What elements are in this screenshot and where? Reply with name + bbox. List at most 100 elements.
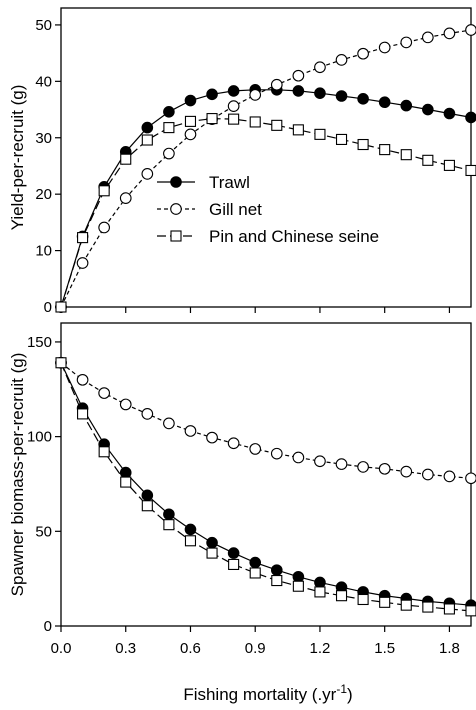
data-point [120,153,132,165]
data-point [184,535,197,547]
y-tick-label: 10 [35,243,52,260]
spawner-biomass-panel: 0 50 100 150 0.0 0.3 0.6 0.9 1.2 1.5 1.8 Spawner bi… [8,322,476,657]
data-point [443,470,456,483]
data-point [206,547,218,559]
data-point [77,408,89,420]
data-point [335,590,348,602]
legend-label: Gill net [209,200,262,219]
x-tick-label: 0.0 [51,640,72,657]
data-point [206,113,218,125]
data-point [314,455,326,468]
data-point [120,476,132,488]
data-point [119,398,132,411]
y-tick-label: 50 [35,17,52,34]
data-point [378,96,391,109]
data-point [227,100,240,113]
data-point [270,78,283,91]
x-axis-label: Fishing mortality (.yr-1) [183,682,352,704]
data-point [206,88,218,101]
data-point [443,107,456,120]
data-point [292,451,305,464]
data-point [249,556,262,569]
data-point [465,111,476,124]
y-tick-label: 0 [44,299,52,316]
data-point [292,124,304,136]
data-point [184,523,197,536]
data-point [400,99,413,112]
data-point [314,61,326,74]
series-line [60,362,472,479]
data-point [465,472,476,485]
data-point [184,128,197,141]
data-point [163,122,175,134]
data-point [249,443,262,455]
data-point [379,144,391,156]
data-point [77,232,89,244]
data-point [141,121,154,134]
data-point [357,138,369,151]
legend-marker [170,176,182,188]
data-point [98,221,111,234]
data-point [378,41,391,54]
yield-per-recruit-panel: 0 10 20 30 40 50 Yield-per-recruit (g) Trawl Gil… [8,7,476,316]
data-point [271,574,283,587]
data-point [400,36,413,49]
data-point [357,93,369,105]
y-tick-label: 100 [27,429,52,446]
plot-frame [60,7,472,308]
legend-marker [170,203,182,215]
data-point [443,603,455,615]
data-point [206,536,218,549]
data-point [163,508,175,521]
legend-marker [170,230,182,242]
data-point [465,164,476,177]
data-point [141,168,154,180]
data-point [271,119,283,131]
data-point [357,593,369,606]
data-point [163,417,175,430]
data-point [228,113,240,125]
y-tick-label: 150 [27,334,52,351]
y-tick-label: 0 [44,618,52,635]
data-point [335,133,348,145]
data-point [292,69,305,82]
data-point [314,586,326,598]
data-point [314,87,326,99]
data-point [227,85,240,97]
data-point [465,605,476,617]
data-point [443,27,456,40]
data-point [163,519,175,531]
data-point [55,301,67,313]
data-point [443,159,455,171]
data-point [184,94,197,107]
y-tick-label: 50 [35,523,52,540]
data-point [119,466,132,479]
data-point [98,387,111,399]
data-point [227,547,240,559]
legend-label: Pin and Chinese seine [209,227,379,246]
data-point [98,185,110,197]
data-point [228,558,240,571]
x-tick-label: 0.3 [115,640,136,657]
data-point [227,437,240,450]
data-point [98,446,110,458]
data-point [184,115,197,127]
data-point [141,134,153,146]
data-point [206,431,218,444]
data-point [314,576,326,589]
data-point [55,357,67,369]
data-point [335,458,348,470]
data-point [379,596,391,608]
x-tick-label: 0.9 [245,640,266,657]
data-point [184,425,197,437]
legend-label: Trawl [209,173,250,192]
data-point [421,468,434,481]
data-point [465,24,476,36]
data-point [357,47,369,60]
data-point [119,192,132,204]
data-point [141,500,153,512]
data-point [141,489,154,502]
data-point [163,106,175,118]
data-point [314,128,326,140]
data-point [292,580,304,592]
